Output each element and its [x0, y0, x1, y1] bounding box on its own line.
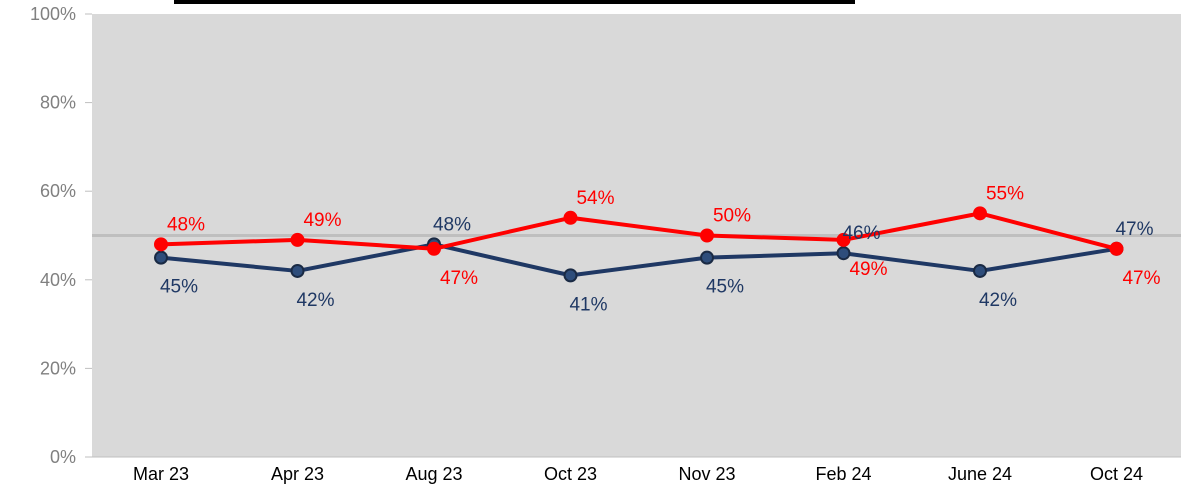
series-2-point: [427, 241, 441, 256]
data-label: 47%: [1115, 219, 1153, 240]
series-1-point: [563, 268, 578, 283]
data-label: 50%: [713, 206, 751, 227]
series-2-point: [700, 228, 714, 243]
series-2-line: [160, 211, 1118, 251]
x-tick-label: Apr 23: [271, 464, 324, 484]
series-2-point: [154, 237, 168, 252]
series-2-point: [973, 206, 987, 221]
data-label: 41%: [569, 294, 607, 315]
data-label: 42%: [979, 290, 1017, 311]
x-tick-label: Feb 24: [815, 464, 871, 484]
series-1-point: [836, 246, 851, 261]
data-label: 48%: [167, 214, 205, 235]
x-axis-ticks: Mar 23 Apr 23 Aug 23 Oct 23 Nov 23 Feb 24 June…: [133, 464, 1143, 484]
y-tick-label: 20%: [40, 358, 76, 378]
y-tick-label: 100%: [30, 4, 76, 24]
series-1-point: [154, 250, 168, 265]
data-label: 48%: [433, 214, 471, 235]
data-label: 45%: [706, 277, 744, 298]
x-tick-label: Oct 24: [1090, 464, 1143, 484]
data-label: 55%: [986, 183, 1024, 204]
data-label: 46%: [842, 223, 880, 244]
data-label: 47%: [440, 268, 478, 289]
y-tick-label: 60%: [40, 181, 76, 201]
series-layer: [154, 206, 1124, 283]
y-tick-label: 40%: [40, 270, 76, 290]
data-labels: 45% 42% 48% 41% 45% 46% 42% 47% 48% 49% 47% 54% 50% 4…: [160, 183, 1161, 315]
series-2-point: [1109, 241, 1124, 256]
x-tick-label: Mar 23: [133, 464, 189, 484]
series-1-point: [290, 263, 305, 278]
series-2-point: [563, 210, 578, 225]
series-2-point: [836, 232, 851, 247]
data-label: 45%: [160, 277, 198, 298]
data-label: 47%: [1122, 268, 1160, 289]
x-tick-label: Oct 23: [544, 464, 597, 484]
series-2-point: [290, 232, 305, 247]
y-axis-ticks: 0% 20% 40% 60% 80% 100%: [30, 4, 92, 467]
y-tick-label: 80%: [40, 93, 76, 113]
series-1-point: [973, 263, 987, 278]
x-tick-label: June 24: [948, 464, 1012, 484]
series-1-line: [160, 242, 1117, 278]
data-label: 54%: [576, 188, 614, 209]
y-tick-label: 0%: [50, 447, 76, 467]
series-1-point: [700, 250, 714, 265]
data-label: 49%: [849, 259, 887, 280]
data-label: 49%: [303, 210, 341, 231]
x-tick-label: Aug 23: [405, 464, 462, 484]
x-tick-label: Nov 23: [678, 464, 735, 484]
data-label: 42%: [296, 290, 334, 311]
